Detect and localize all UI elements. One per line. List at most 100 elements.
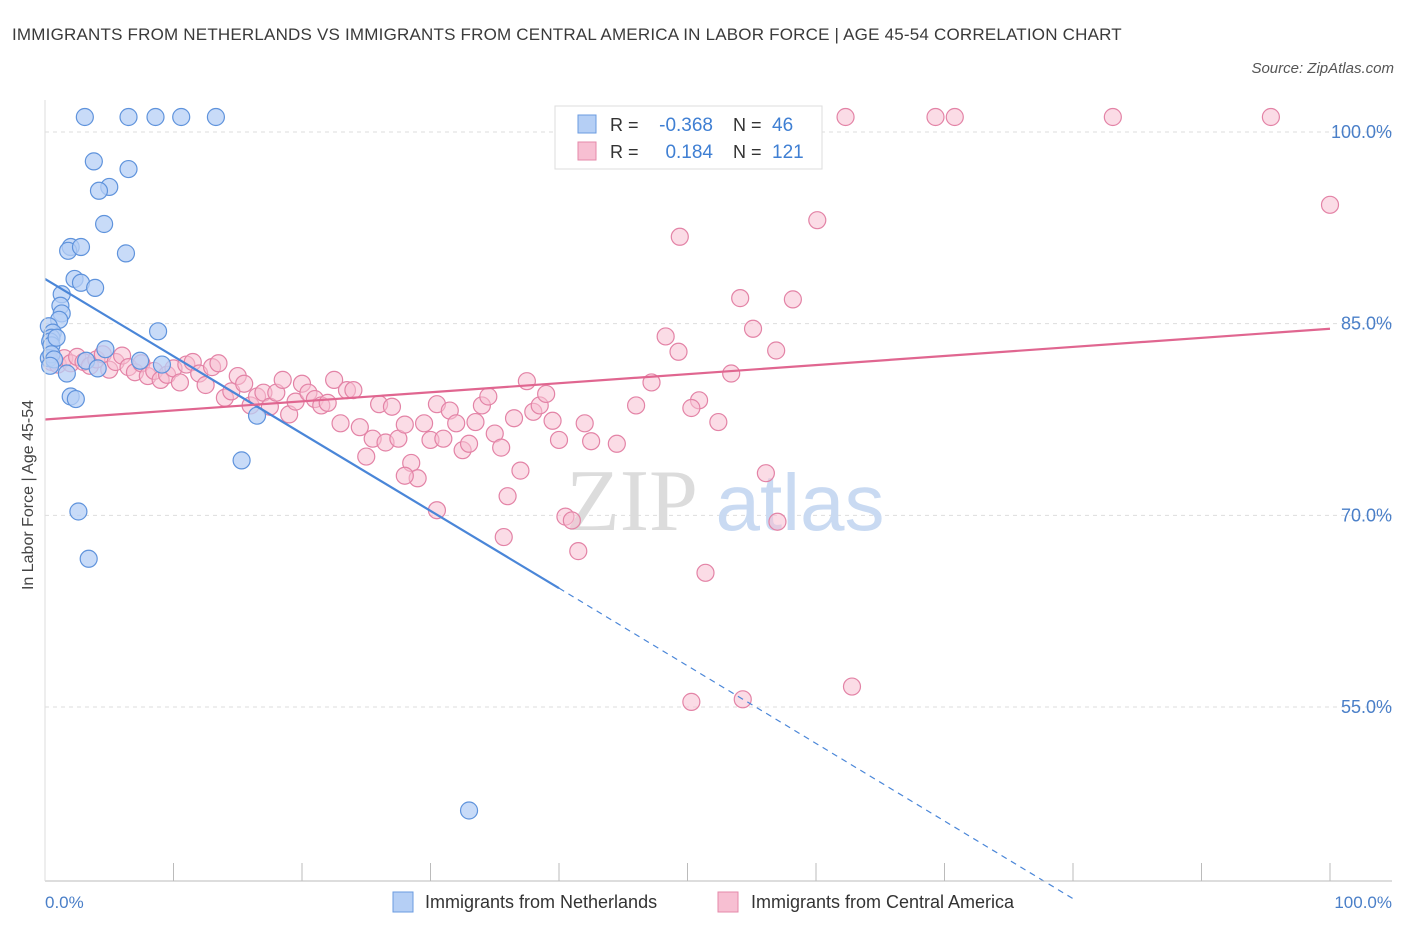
central-america-point-12 bbox=[731, 289, 750, 308]
y-tick-label-3: 55.0% bbox=[1341, 697, 1392, 717]
central-america-point-111 bbox=[569, 542, 588, 561]
legend-blue-swatch bbox=[577, 114, 597, 134]
central-america-point-15 bbox=[656, 327, 675, 346]
netherlands-point-43 bbox=[79, 549, 98, 568]
central-america-point-97 bbox=[479, 387, 498, 406]
netherlands-point-39 bbox=[66, 389, 85, 409]
central-america-point-117 bbox=[607, 434, 626, 453]
x-tick-label-max: 100.0% bbox=[1334, 893, 1392, 912]
netherlands-point-44 bbox=[459, 801, 479, 820]
legend-pink-n-label: N = bbox=[733, 142, 762, 162]
central-america-point-8 bbox=[1261, 107, 1280, 127]
central-america-point-10 bbox=[808, 211, 827, 230]
netherlands-point-1 bbox=[119, 107, 138, 127]
central-america-point-107 bbox=[543, 411, 562, 430]
central-america-point-84 bbox=[395, 415, 414, 434]
legend-top: R = -0.368 N = 46 R = 0.184 N = 121 bbox=[554, 105, 823, 170]
central-america-point-14 bbox=[743, 319, 763, 338]
central-america-point-95 bbox=[466, 412, 485, 432]
central-america-point-116 bbox=[395, 466, 414, 485]
y-tick-label-0: 100.0% bbox=[1331, 122, 1392, 142]
central-america-point-55 bbox=[209, 354, 228, 373]
central-america-point-4 bbox=[836, 107, 855, 127]
y-tick-labels: 100.0% 85.0% 70.0% 55.0% bbox=[1331, 122, 1392, 717]
central-america-point-18 bbox=[722, 364, 741, 383]
netherlands-point-12 bbox=[71, 237, 91, 257]
central-america-point-78 bbox=[357, 447, 376, 466]
chart-title: IMMIGRANTS FROM NETHERLANDS VS IMMIGRANT… bbox=[12, 25, 1122, 44]
legend-bottom-pink-label: Immigrants from Central America bbox=[751, 892, 1015, 912]
netherlands-point-4 bbox=[206, 107, 226, 127]
central-america-point-27 bbox=[682, 692, 701, 711]
central-america-point-101 bbox=[504, 409, 524, 428]
x-tick-label-min: 0.0% bbox=[45, 893, 84, 912]
central-america-point-25 bbox=[696, 563, 715, 582]
netherlands-point-35 bbox=[41, 356, 60, 375]
central-america-point-77 bbox=[350, 418, 369, 437]
central-america-point-73 bbox=[325, 370, 344, 389]
netherlands-point-9 bbox=[95, 214, 114, 234]
central-america-point-5 bbox=[926, 107, 945, 127]
central-america-point-7 bbox=[1103, 107, 1122, 127]
netherlands-point-13 bbox=[116, 244, 136, 263]
netherlands-point-5 bbox=[84, 152, 103, 171]
central-america-point-72 bbox=[318, 393, 337, 412]
legend-bottom-pink-swatch bbox=[717, 891, 739, 913]
watermark-zip: ZIP bbox=[566, 453, 698, 550]
netherlands-trend-line bbox=[44, 278, 560, 590]
legend-pink-swatch bbox=[577, 141, 597, 161]
central-america-point-11 bbox=[670, 227, 689, 246]
central-america-point-16 bbox=[669, 342, 688, 361]
legend-bottom-blue-swatch bbox=[392, 891, 414, 913]
legend-bottom-blue-label: Immigrants from Netherlands bbox=[425, 892, 657, 912]
central-america-point-9 bbox=[1320, 195, 1340, 214]
netherlands-point-32 bbox=[130, 351, 150, 370]
netherlands-point-3 bbox=[172, 107, 191, 127]
trend-lines bbox=[44, 278, 1331, 900]
central-america-point-118 bbox=[626, 396, 646, 415]
source-label: Source: ZipAtlas.com bbox=[1251, 60, 1394, 77]
central-america-point-74 bbox=[331, 414, 350, 433]
central-america-point-108 bbox=[549, 430, 569, 450]
netherlands-point-6 bbox=[119, 159, 138, 179]
central-america-point-100 bbox=[498, 487, 517, 506]
central-america-point-90 bbox=[434, 429, 453, 448]
legend-blue-n-value: 46 bbox=[772, 115, 793, 136]
central-america-point-99 bbox=[492, 438, 511, 457]
legend-top-box bbox=[554, 105, 823, 170]
central-america-point-92 bbox=[447, 414, 466, 433]
series-netherlands-points bbox=[39, 107, 479, 820]
netherlands-point-26 bbox=[47, 328, 66, 347]
series-central-america-points bbox=[42, 107, 1340, 711]
central-america-trend-line bbox=[44, 327, 1331, 421]
netherlands-point-41 bbox=[232, 451, 251, 470]
central-america-point-59 bbox=[235, 374, 254, 393]
central-america-point-76 bbox=[344, 381, 363, 400]
central-america-point-26 bbox=[842, 677, 862, 696]
legend-pink-r-value: 0.184 bbox=[665, 142, 713, 163]
y-axis-label: In Labor Force | Age 45-54 bbox=[20, 400, 37, 590]
netherlands-point-27 bbox=[148, 322, 168, 341]
central-america-point-94 bbox=[459, 434, 479, 453]
netherlands-trend-line-extension bbox=[558, 587, 1074, 900]
central-america-point-23 bbox=[756, 464, 775, 483]
netherlands-point-36 bbox=[57, 364, 76, 383]
legend-pink-n-value: 121 bbox=[772, 142, 804, 163]
netherlands-point-8 bbox=[89, 181, 109, 200]
central-america-point-113 bbox=[582, 432, 601, 451]
central-america-point-22 bbox=[709, 412, 728, 432]
netherlands-point-33 bbox=[152, 355, 172, 374]
netherlands-point-16 bbox=[86, 278, 105, 297]
netherlands-point-31 bbox=[96, 340, 115, 359]
legend-pink-r-label: R = bbox=[610, 142, 639, 162]
central-america-point-49 bbox=[170, 373, 190, 392]
legend-blue-r-label: R = bbox=[610, 115, 639, 135]
netherlands-point-0 bbox=[75, 107, 94, 127]
central-america-point-87 bbox=[414, 414, 434, 433]
watermark-atlas: atlas bbox=[716, 458, 885, 547]
netherlands-point-42 bbox=[69, 502, 88, 521]
central-america-point-102 bbox=[511, 461, 530, 480]
central-america-point-13 bbox=[783, 290, 802, 309]
central-america-point-21 bbox=[682, 398, 701, 418]
